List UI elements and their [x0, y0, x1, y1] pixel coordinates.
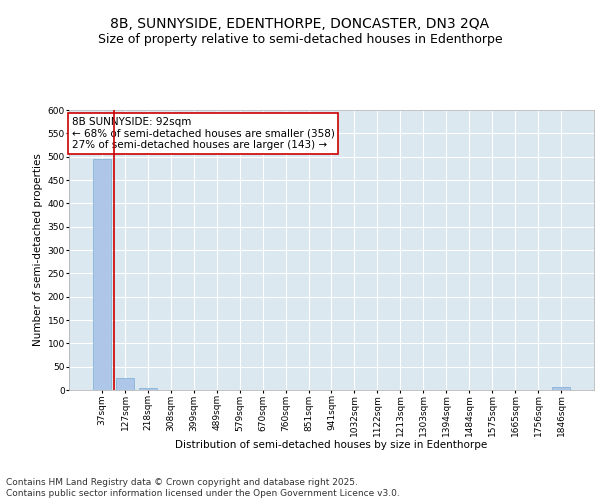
Text: Size of property relative to semi-detached houses in Edenthorpe: Size of property relative to semi-detach… — [98, 32, 502, 46]
Text: 8B SUNNYSIDE: 92sqm
← 68% of semi-detached houses are smaller (358)
27% of semi-: 8B SUNNYSIDE: 92sqm ← 68% of semi-detach… — [71, 117, 335, 150]
Text: 8B, SUNNYSIDE, EDENTHORPE, DONCASTER, DN3 2QA: 8B, SUNNYSIDE, EDENTHORPE, DONCASTER, DN… — [110, 18, 490, 32]
Bar — [139, 388, 157, 390]
Y-axis label: Number of semi-detached properties: Number of semi-detached properties — [34, 154, 43, 346]
Bar — [552, 387, 570, 390]
Text: Contains HM Land Registry data © Crown copyright and database right 2025.
Contai: Contains HM Land Registry data © Crown c… — [6, 478, 400, 498]
X-axis label: Distribution of semi-detached houses by size in Edenthorpe: Distribution of semi-detached houses by … — [175, 440, 488, 450]
Bar — [93, 160, 111, 390]
Bar — [116, 378, 134, 390]
